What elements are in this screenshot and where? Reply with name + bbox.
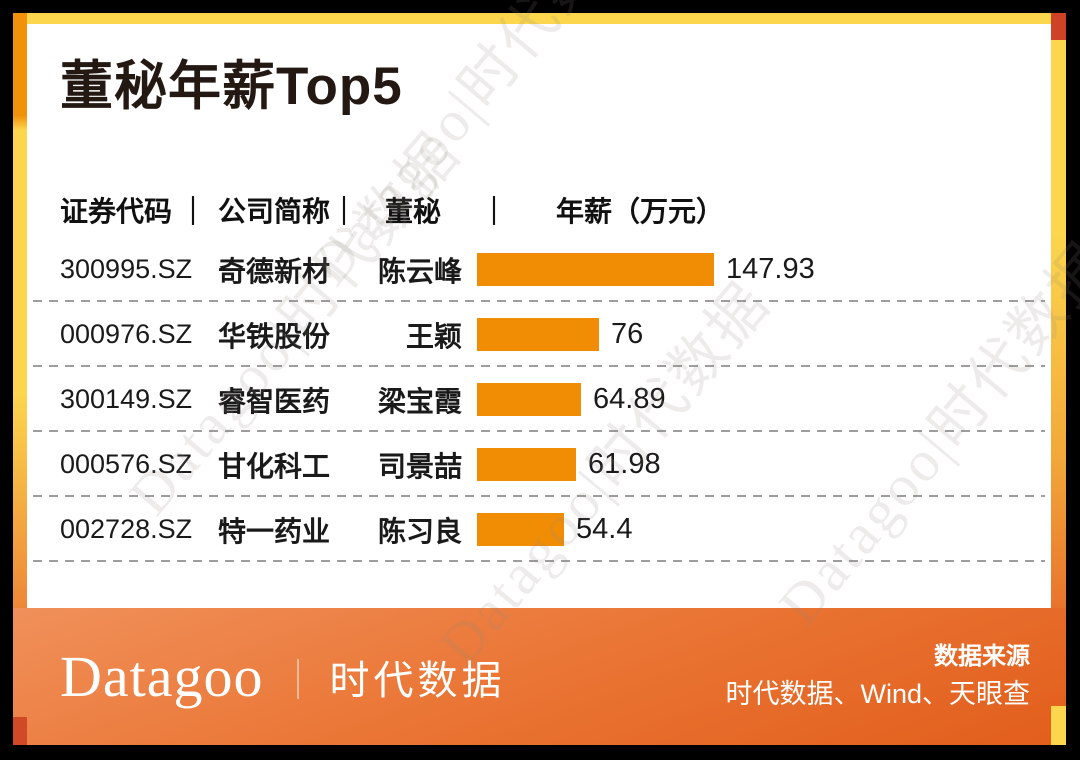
table-row: 000976.SZ 华铁股份 王颖 76	[27, 302, 1051, 367]
header-separator: ｜	[480, 196, 509, 227]
company-name: 奇德新材	[218, 255, 331, 287]
table-row: 002728.SZ 特一药业 陈习良 54.4	[27, 497, 1051, 562]
frame-top-strip	[27, 13, 1051, 24]
brand-logo: Datagoo ｜ 时代数据	[60, 643, 506, 709]
table-row: 300149.SZ 睿智医药 梁宝霞 64.89	[27, 367, 1051, 432]
salary-value: 54.4	[576, 513, 633, 545]
table-header: 证券代码 ｜ 公司简称 ｜ 董秘 ｜ 年薪（万元）	[27, 190, 1051, 230]
header-separator: ｜	[178, 196, 207, 227]
salary-value: 64.89	[593, 383, 666, 415]
company-name: 睿智医药	[218, 385, 331, 417]
corner-accent-bottom-right	[1051, 706, 1066, 745]
company-name: 华铁股份	[218, 320, 331, 352]
stock-code: 002728.SZ	[60, 514, 193, 544]
header-secretary: 董秘	[384, 196, 441, 227]
salary-bar	[477, 513, 564, 546]
page-title: 董秘年薪Top5	[60, 57, 403, 116]
salary-bar	[477, 383, 581, 416]
secretary-name: 司景喆	[377, 450, 462, 482]
salary-bar	[477, 318, 599, 351]
stock-code: 300995.SZ	[60, 254, 193, 284]
data-source-label: 数据来源	[934, 643, 1030, 671]
stock-code: 000976.SZ	[60, 319, 193, 349]
company-name: 特一药业	[218, 515, 331, 547]
frame-left-strip	[13, 13, 27, 745]
corner-accent-top-right	[1051, 13, 1066, 40]
salary-bar	[477, 253, 714, 286]
brand-logo-cn: 时代数据	[329, 658, 506, 703]
frame-right-strip	[1051, 13, 1066, 745]
secretary-name: 陈习良	[377, 515, 462, 547]
header-stock-code: 证券代码	[60, 196, 173, 227]
salary-bar	[477, 448, 576, 481]
stock-code: 300149.SZ	[60, 384, 193, 414]
secretary-name: 梁宝霞	[377, 385, 462, 417]
table-body: 300995.SZ 奇德新材 陈云峰 147.93 000976.SZ 华铁股份…	[27, 237, 1051, 562]
content-card: 董秘年薪Top5 证券代码 ｜ 公司简称 ｜ 董秘 ｜ 年薪（万元） 30099…	[27, 24, 1051, 608]
brand-logo-separator: ｜	[286, 658, 309, 703]
header-separator: ｜	[330, 196, 359, 227]
header-company: 公司简称	[218, 196, 331, 227]
data-source-text: 时代数据、Wind、天眼查	[725, 678, 1030, 709]
corner-accent-bottom-left	[13, 717, 27, 745]
secretary-name: 王颖	[405, 320, 462, 352]
company-name: 甘化科工	[218, 450, 331, 482]
table-row: 000576.SZ 甘化科工 司景喆 61.98	[27, 432, 1051, 497]
brand-logo-en: Datagoo	[60, 643, 264, 709]
salary-value: 147.93	[726, 253, 815, 285]
data-source: 数据来源 时代数据、Wind、天眼查	[725, 641, 1030, 711]
salary-value: 76	[611, 318, 644, 350]
stock-code: 000576.SZ	[60, 449, 193, 479]
salary-value: 61.98	[588, 448, 661, 480]
header-salary: 年薪（万元）	[556, 196, 725, 227]
table-row: 300995.SZ 奇德新材 陈云峰 147.93	[27, 237, 1051, 302]
footer: Datagoo ｜ 时代数据 数据来源 时代数据、Wind、天眼查	[13, 608, 1066, 745]
secretary-name: 陈云峰	[377, 255, 462, 287]
